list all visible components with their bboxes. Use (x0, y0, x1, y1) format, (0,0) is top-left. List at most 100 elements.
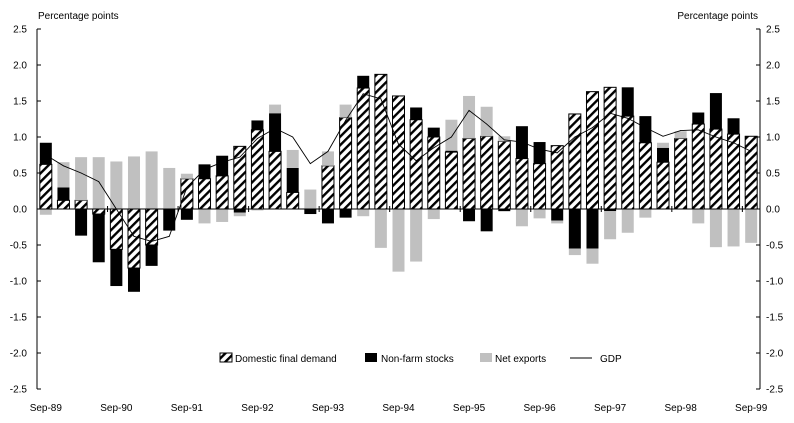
x-tick-label: Sep-89 (30, 403, 63, 414)
left-y-tick-label: 0.5 (13, 169, 27, 180)
net-exports-bar (480, 106, 493, 137)
gdp-point (415, 160, 417, 162)
non-farm-stocks-bar (251, 120, 264, 130)
non-farm-stocks-bar (339, 209, 352, 218)
left-y-tick-label: 2.0 (13, 61, 27, 72)
non-farm-stocks-bar (480, 209, 493, 232)
domestic-final-demand-bar (268, 150, 282, 210)
non-farm-stocks-bar (621, 87, 634, 117)
non-farm-stocks-bar (727, 118, 740, 135)
non-farm-stocks-bar (709, 93, 722, 130)
net-exports-bar (321, 151, 334, 166)
domestic-final-demand-bar (56, 199, 70, 210)
gdp-point (556, 152, 558, 154)
legend-swatch-stocks (365, 353, 377, 362)
right-y-tick-label: -2.0 (766, 349, 784, 360)
net-exports-bar (463, 95, 476, 139)
gdp-point (151, 241, 153, 242)
gdp-point (98, 181, 100, 183)
net-exports-bar (163, 167, 176, 209)
right-y-tick-label: -1.5 (766, 313, 784, 324)
gdp-point (697, 129, 699, 131)
non-farm-stocks-bar (198, 164, 211, 179)
non-farm-stocks-bar (180, 209, 193, 220)
non-farm-stocks-bar (286, 167, 299, 193)
domestic-final-demand-bar (127, 208, 141, 269)
gdp-point (644, 127, 646, 129)
gdp-point (715, 136, 717, 138)
gdp-point (398, 143, 399, 145)
gdp-point (80, 172, 82, 174)
non-farm-stocks-bar (410, 107, 423, 120)
left-y-tick-label: 2.5 (13, 25, 27, 36)
net-exports-bar (692, 209, 705, 224)
non-farm-stocks-bar (75, 209, 88, 236)
non-farm-stocks-bar (92, 214, 105, 263)
non-farm-stocks-bar (39, 142, 52, 165)
net-exports-bar (745, 209, 758, 243)
gdp-point (239, 156, 241, 158)
gdp-point (45, 154, 47, 156)
net-exports-bar (392, 209, 405, 272)
left-y-tick-label: 1.0 (13, 133, 27, 144)
domestic-final-demand-bar (374, 73, 388, 210)
net-exports-bar (551, 220, 564, 224)
legend-swatch-net-exports (480, 353, 492, 362)
gdp-point (468, 109, 470, 111)
gdp-point (486, 123, 488, 125)
non-farm-stocks-bar (145, 245, 158, 266)
domestic-final-demand-bar (638, 142, 652, 210)
domestic-final-demand-bar (39, 163, 53, 210)
net-exports-bar (251, 209, 264, 211)
net-exports-bar (445, 119, 458, 151)
net-exports-bar (127, 156, 140, 209)
non-farm-stocks-bar (445, 150, 458, 153)
right-y-tick-label: 2.0 (766, 61, 780, 72)
gdp-point (63, 165, 64, 167)
gdp-point (204, 169, 205, 170)
non-farm-stocks-bar (57, 187, 70, 201)
net-exports-bar (357, 209, 370, 217)
non-farm-stocks-bar (498, 209, 511, 212)
non-farm-stocks-bar (533, 142, 546, 164)
gdp-point (168, 235, 170, 237)
net-exports-bar (498, 136, 511, 142)
domestic-final-demand-bar (74, 199, 88, 210)
x-tick-label: Sep-91 (171, 403, 204, 414)
domestic-final-demand-bar (339, 117, 353, 210)
net-exports-bar (57, 162, 70, 188)
net-exports-bar (198, 209, 211, 224)
non-farm-stocks-bar (568, 209, 581, 249)
right-y-tick-label: 0.5 (766, 169, 780, 180)
gdp-point (292, 136, 294, 138)
domestic-final-demand-bar (515, 158, 529, 210)
net-exports-bar (374, 209, 387, 248)
legend-label-net-exports: Net exports (495, 354, 546, 365)
gdp-point (592, 127, 593, 129)
x-tick-label: Sep-93 (312, 403, 345, 414)
net-exports-bar (233, 212, 246, 217)
left-y-tick-label: -0.5 (10, 241, 28, 252)
legend-label-stocks: Non-farm stocks (381, 354, 454, 365)
non-farm-stocks-bar (463, 209, 476, 222)
x-tick-label: Sep-96 (523, 403, 556, 414)
net-exports-bar (269, 104, 282, 114)
x-tick-label: Sep-97 (594, 403, 627, 414)
non-farm-stocks-bar (216, 155, 229, 176)
gdp-point (274, 127, 276, 129)
domestic-final-demand-bar (198, 178, 212, 210)
gdp-point (521, 141, 523, 143)
non-farm-stocks-bar (110, 249, 123, 287)
net-exports-bar (427, 209, 440, 220)
domestic-final-demand-bar (92, 208, 106, 215)
net-exports-bar (410, 209, 423, 262)
left-y-tick-label: -1.5 (10, 313, 28, 324)
gdp-point (362, 93, 364, 95)
net-exports-bar (304, 189, 317, 209)
domestic-final-demand-bar (709, 128, 723, 210)
net-exports-bar (75, 157, 88, 201)
domestic-final-demand-bar (215, 175, 229, 210)
non-farm-stocks-bar (551, 209, 564, 221)
legend-swatch-domestic (219, 352, 233, 363)
